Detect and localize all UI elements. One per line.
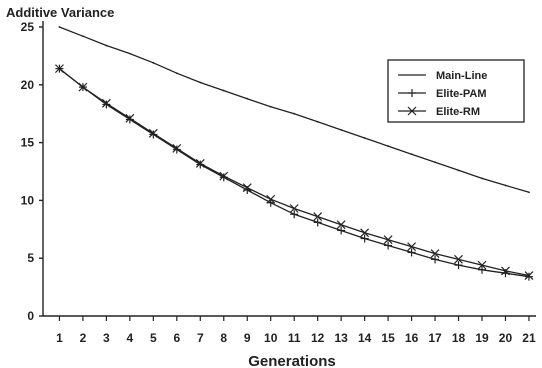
data-point-elite-rm: [336, 220, 346, 230]
data-point-elite-rm: [524, 271, 534, 280]
data-point-elite-rm: [55, 64, 64, 74]
data-point-main-line: [152, 61, 155, 64]
data-point-main-line: [58, 26, 61, 28]
data-point-main-line: [316, 120, 319, 123]
data-point-main-line: [504, 184, 507, 187]
data-point-main-line: [410, 153, 413, 156]
data-point-elite-rm: [172, 143, 182, 153]
x-tick-label: 18: [452, 331, 466, 345]
y-tick-label: 25: [21, 20, 35, 34]
data-point-main-line: [528, 191, 530, 194]
x-tick-label: 19: [475, 331, 489, 345]
x-tick-label: 4: [127, 331, 134, 345]
data-point-main-line: [199, 81, 202, 84]
data-point-elite-rm: [383, 235, 393, 245]
x-tick-label: 3: [103, 331, 110, 345]
series-elite-rm: [55, 64, 534, 280]
y-tick-label: 0: [27, 309, 34, 323]
data-point-elite-rm: [407, 242, 417, 252]
data-point-main-line: [105, 44, 108, 47]
data-point-main-line: [363, 137, 366, 139]
x-tick-label: 12: [311, 331, 325, 345]
y-tick-label: 10: [21, 193, 35, 207]
x-tick-label: 7: [197, 331, 204, 345]
data-point-main-line: [222, 89, 225, 92]
x-tick-label: 16: [405, 331, 419, 345]
data-point-elite-rm: [289, 204, 299, 213]
data-point-elite-rm: [195, 158, 205, 168]
x-tick-label: 13: [334, 331, 348, 345]
chart-title: Additive Variance: [6, 5, 114, 20]
legend-label-elite-rm: Elite-RM: [436, 106, 480, 118]
data-point-main-line: [340, 128, 343, 131]
legend-label-elite-pam: Elite-PAM: [436, 88, 487, 100]
data-point-main-line: [481, 177, 483, 180]
x-tick-label: 9: [244, 331, 251, 345]
x-tick-label: 20: [499, 331, 513, 345]
y-tick-label: 15: [21, 136, 35, 150]
data-point-elite-rm: [313, 212, 323, 222]
data-point-elite-rm: [454, 254, 463, 264]
legend-marker-elite-rm: [407, 106, 417, 116]
data-point-main-line: [128, 52, 131, 55]
x-tick-label: 2: [80, 331, 87, 345]
data-point-main-line: [434, 161, 436, 164]
data-point-elite-rm: [78, 82, 88, 92]
x-axis-label: Generations: [248, 353, 336, 368]
x-tick-label: 1: [56, 331, 63, 345]
x-tick-label: 6: [173, 331, 180, 345]
data-point-elite-rm: [101, 98, 111, 108]
x-tick-label: 10: [264, 331, 278, 345]
y-tick-label: 20: [21, 78, 35, 92]
data-point-elite-rm: [360, 228, 370, 238]
x-tick-label: 21: [522, 331, 536, 345]
series-layer: [55, 26, 534, 281]
data-point-elite-rm: [148, 128, 158, 138]
data-point-elite-rm: [266, 194, 276, 204]
data-point-elite-rm: [242, 183, 252, 193]
series-main-line: [58, 26, 530, 194]
x-tick-label: 8: [220, 331, 227, 345]
data-point-main-line: [269, 105, 272, 108]
legend: Main-Line Elite-PAM Elite-RM: [387, 59, 525, 123]
data-point-main-line: [293, 112, 296, 115]
x-tick-label: 11: [288, 331, 301, 345]
data-point-elite-rm: [219, 171, 229, 181]
data-point-main-line: [175, 72, 178, 75]
data-point-elite-rm: [501, 266, 510, 276]
x-tick-label: 5: [150, 331, 157, 345]
legend-label-main-line: Main-Line: [436, 70, 487, 82]
x-tick-label: 14: [358, 331, 372, 345]
data-point-main-line: [82, 35, 84, 38]
data-point-elite-rm: [477, 260, 487, 270]
data-point-main-line: [387, 145, 389, 147]
data-point-main-line: [246, 97, 249, 100]
data-point-elite-rm: [125, 113, 135, 123]
y-tick-label: 5: [27, 251, 34, 265]
x-tick-label: 17: [428, 331, 442, 345]
x-tick-label: 15: [381, 331, 395, 345]
data-point-main-line: [457, 169, 460, 172]
data-point-elite-rm: [430, 249, 440, 259]
